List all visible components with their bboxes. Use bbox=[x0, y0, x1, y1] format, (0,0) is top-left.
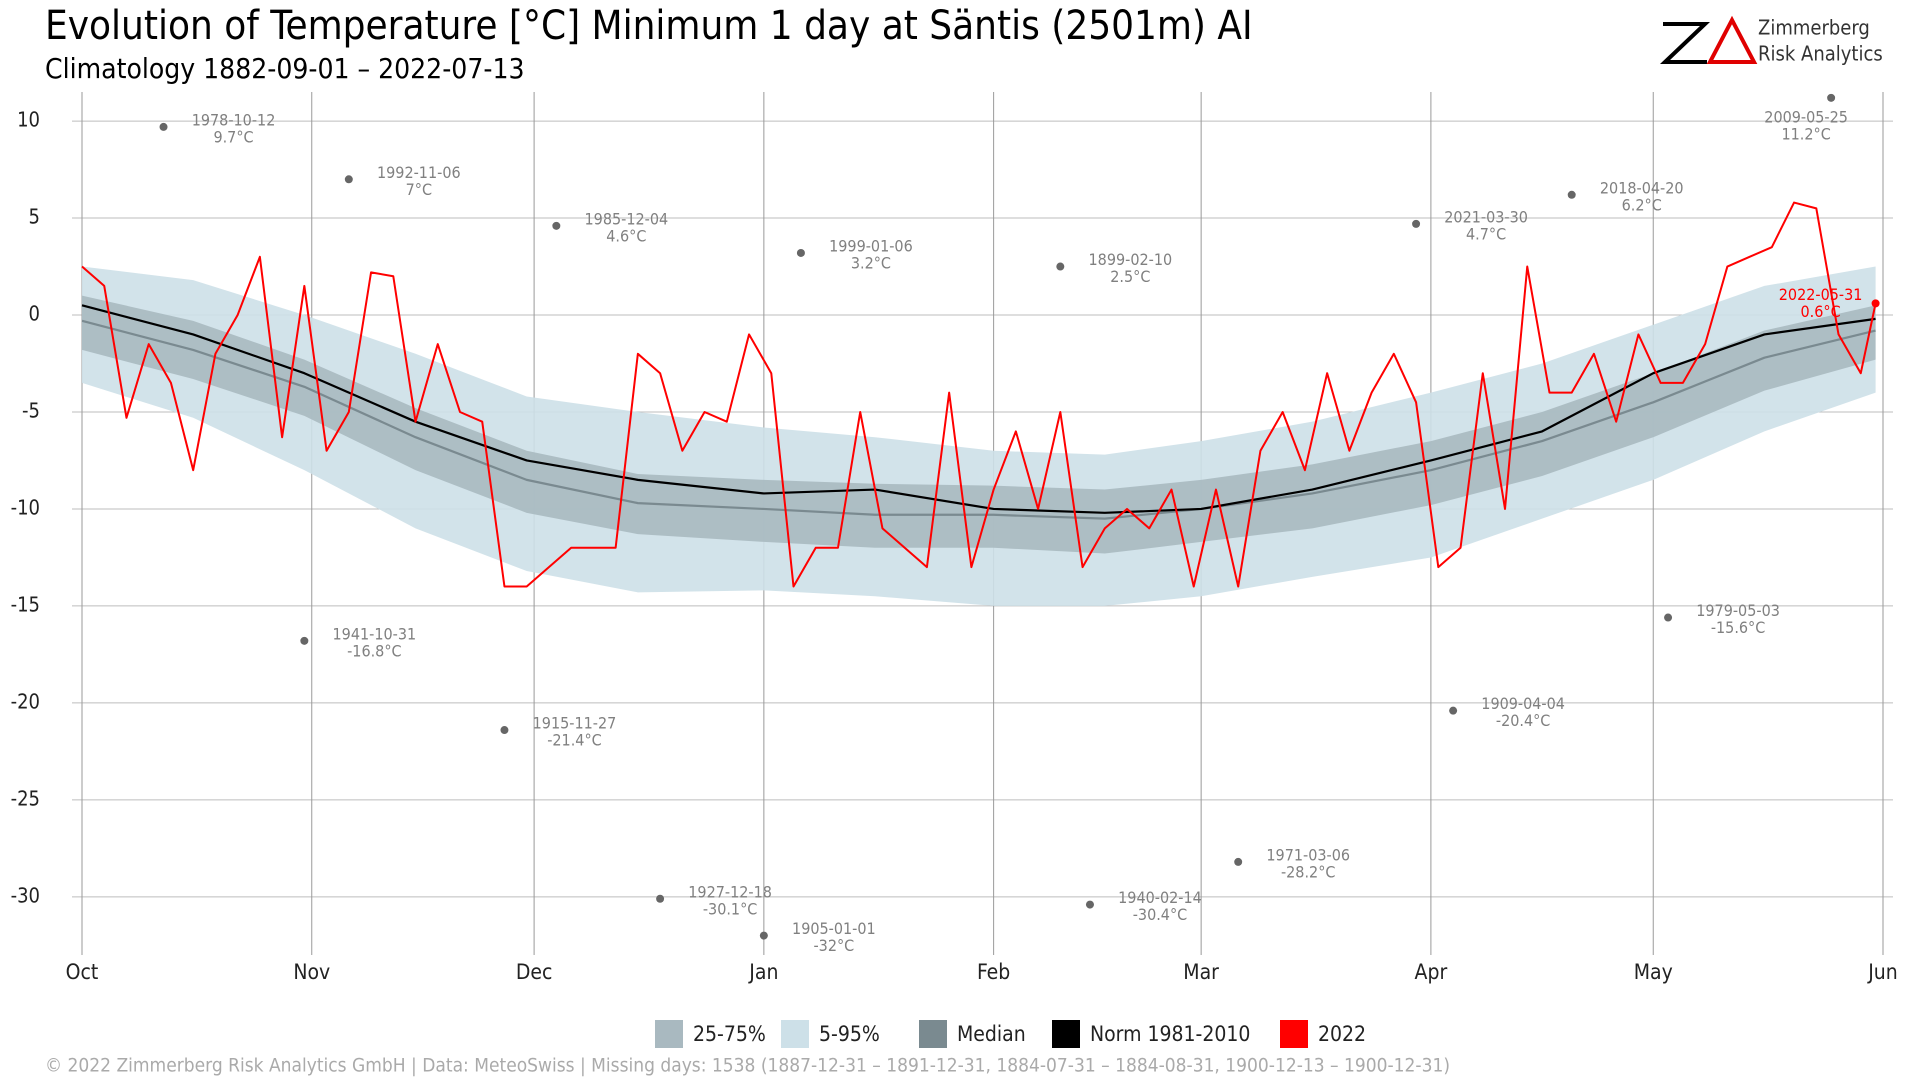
legend-swatch bbox=[655, 1020, 683, 1048]
footer: © 2022 Zimmerberg Risk Analytics GmbH | … bbox=[45, 1055, 1450, 1077]
record-date: 2022-05-31 bbox=[1779, 285, 1863, 304]
record-dot bbox=[300, 636, 309, 645]
x-tick-label: Apr bbox=[1415, 960, 1448, 984]
record-value: 4.6°C bbox=[606, 226, 646, 245]
x-tick-label: Dec bbox=[516, 960, 553, 984]
record-date: 1927-12-18 bbox=[688, 882, 772, 901]
record-dot bbox=[796, 248, 805, 257]
record-value: -16.8°C bbox=[347, 641, 401, 660]
x-tick-label: Feb bbox=[977, 960, 1010, 984]
logo-z bbox=[1659, 22, 1711, 64]
record-dot bbox=[1234, 857, 1243, 866]
series-line bbox=[81, 201, 1877, 588]
record-dot bbox=[1871, 299, 1880, 308]
record-date: 1909-04-04 bbox=[1481, 694, 1565, 713]
legend-swatch bbox=[781, 1020, 809, 1048]
y-tick-label: 5 bbox=[29, 205, 40, 229]
record-value: 2.5°C bbox=[1110, 267, 1150, 286]
record-value: 7°C bbox=[406, 180, 432, 199]
record-dot bbox=[1827, 93, 1836, 102]
record-dot bbox=[1567, 190, 1576, 199]
record-dot bbox=[552, 221, 561, 230]
record-dot bbox=[500, 726, 509, 735]
chart-title: Evolution of Temperature [°C] Minimum 1 … bbox=[45, 3, 1253, 49]
record-value: 0.6°C bbox=[1801, 302, 1841, 321]
record-date: 1985-12-04 bbox=[585, 209, 669, 228]
record-value: -32°C bbox=[813, 936, 854, 955]
record-value: 11.2°C bbox=[1781, 124, 1830, 143]
logo-delta bbox=[1706, 15, 1758, 64]
record-dot bbox=[1449, 706, 1458, 715]
record-value: 4.7°C bbox=[1466, 224, 1506, 243]
record-date: 1971-03-06 bbox=[1266, 845, 1350, 864]
record-date: 1999-01-06 bbox=[829, 236, 913, 255]
record-date: 2021-03-30 bbox=[1444, 207, 1528, 226]
legend-label: 25-75% bbox=[693, 1022, 766, 1046]
record-date: 1899-02-10 bbox=[1089, 250, 1173, 269]
record-dot bbox=[159, 122, 168, 131]
record-value: 9.7°C bbox=[213, 127, 253, 146]
brand-name: Zimmerberg bbox=[1758, 16, 1870, 40]
record-value: -28.2°C bbox=[1281, 862, 1335, 881]
record-dot bbox=[344, 175, 353, 184]
record-value: -30.4°C bbox=[1133, 905, 1187, 924]
record-value: -20.4°C bbox=[1496, 711, 1550, 730]
y-tick-label: -15 bbox=[11, 592, 40, 616]
record-date: 1915-11-27 bbox=[533, 714, 617, 733]
x-tick-label: Oct bbox=[66, 960, 99, 984]
record-date: 1941-10-31 bbox=[333, 624, 417, 643]
record-date: 1978-10-12 bbox=[192, 110, 276, 129]
legend-swatch bbox=[1280, 1020, 1308, 1048]
y-tick-label: -10 bbox=[11, 495, 40, 519]
record-value: 3.2°C bbox=[851, 253, 891, 272]
band-area bbox=[82, 266, 1876, 606]
record-date: 1979-05-03 bbox=[1696, 601, 1780, 620]
y-tick-label: 0 bbox=[29, 302, 40, 326]
x-tick-label: Jan bbox=[748, 960, 778, 984]
record-value: 6.2°C bbox=[1622, 195, 1662, 214]
record-dot bbox=[1085, 900, 1094, 909]
brand-name: Risk Analytics bbox=[1758, 42, 1883, 66]
record-date: 1905-01-01 bbox=[792, 919, 876, 938]
legend-label: Norm 1981-2010 bbox=[1090, 1022, 1250, 1046]
record-date: 1992-11-06 bbox=[377, 163, 461, 182]
legend-label: Median bbox=[957, 1022, 1026, 1046]
y-tick-label: -25 bbox=[11, 786, 40, 810]
record-dot bbox=[759, 931, 768, 940]
x-tick-label: Jun bbox=[1867, 960, 1898, 984]
y-tick-label: -30 bbox=[11, 883, 40, 907]
record-dot bbox=[1664, 613, 1673, 622]
record-dot bbox=[1056, 262, 1065, 271]
legend-label: 2022 bbox=[1318, 1022, 1366, 1046]
x-tick-label: May bbox=[1634, 960, 1673, 984]
chart-subtitle: Climatology 1882-09-01 – 2022-07-13 bbox=[45, 52, 525, 85]
record-value: -30.1°C bbox=[703, 899, 757, 918]
x-tick-label: Nov bbox=[293, 960, 330, 984]
record-value: -15.6°C bbox=[1711, 618, 1765, 637]
series-line bbox=[81, 304, 1876, 514]
record-dot bbox=[1412, 219, 1421, 228]
record-date: 2018-04-20 bbox=[1600, 178, 1684, 197]
record-value: -21.4°C bbox=[547, 731, 601, 750]
legend-swatch bbox=[1052, 1020, 1080, 1048]
record-date: 2009-05-25 bbox=[1764, 107, 1848, 126]
y-tick-label: -20 bbox=[11, 689, 40, 713]
legend-swatch bbox=[919, 1020, 947, 1048]
record-date: 1940-02-14 bbox=[1118, 888, 1202, 907]
y-tick-label: -5 bbox=[22, 398, 40, 422]
x-tick-label: Mar bbox=[1183, 960, 1219, 984]
logo: Zimmerberg Risk Analytics bbox=[1659, 15, 1883, 66]
record-dot bbox=[656, 894, 665, 903]
legend-label: 5-95% bbox=[819, 1022, 880, 1046]
series-line bbox=[81, 319, 1876, 520]
y-tick-label: 10 bbox=[17, 108, 40, 132]
